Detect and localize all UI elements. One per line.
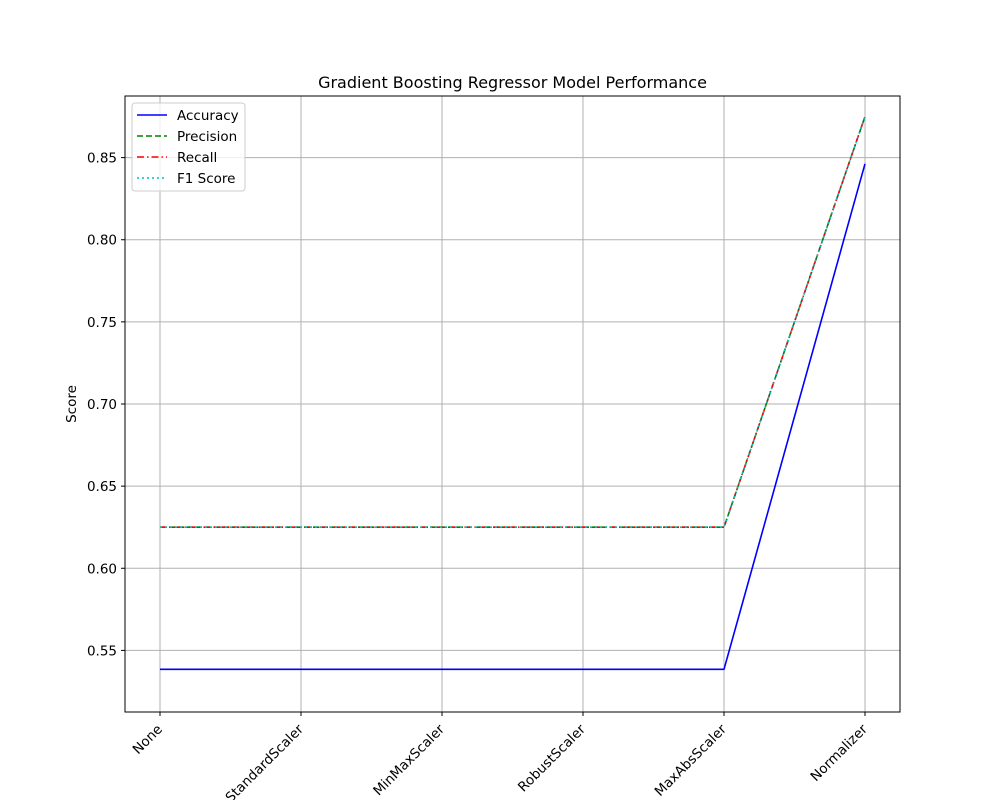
legend-frame: [131, 102, 246, 192]
legend-label-accuracy: Accuracy: [177, 108, 239, 124]
y-tick-label: 0.55: [87, 643, 117, 659]
series-line-recall: [160, 116, 866, 529]
legend-label-recall: Recall: [177, 150, 217, 166]
y-tick-label: 0.75: [87, 315, 117, 331]
legend-label-precision: Precision: [177, 129, 237, 145]
series-line-accuracy: [160, 163, 866, 671]
legend-label-f1-score: F1 Score: [177, 171, 235, 187]
y-tick-label: 0.60: [87, 561, 117, 577]
series-lines: [160, 116, 866, 671]
series-line-f1-score: [160, 116, 866, 529]
y-tick-label: 0.85: [87, 151, 117, 167]
chart-title: Gradient Boosting Regressor Model Perfor…: [318, 73, 707, 92]
y-axis-label: Score: [64, 385, 80, 423]
y-tick-label: 0.70: [87, 397, 117, 413]
y-tick-label: 0.80: [87, 233, 117, 249]
legend: Accuracy Precision Recall F1 Score: [131, 102, 246, 192]
y-tick-label: 0.65: [87, 479, 117, 495]
grid-lines: [125, 96, 900, 712]
